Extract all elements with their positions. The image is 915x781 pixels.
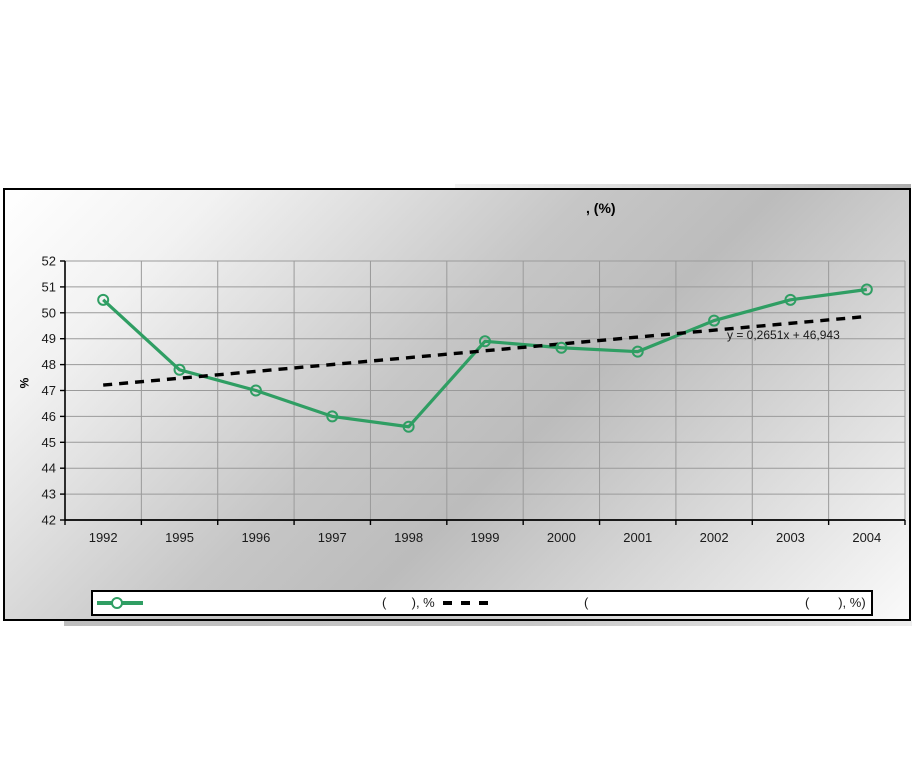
data-point-marker[interactable] <box>708 314 721 327</box>
x-axis-tick-label: 2000 <box>547 530 576 545</box>
legend-series-line-key <box>97 597 143 609</box>
x-axis-tick-label: 1995 <box>165 530 194 545</box>
legend: ( ), % ( ( ), %) <box>91 590 873 616</box>
data-point-marker[interactable] <box>249 384 262 397</box>
x-axis-tick-label: 1992 <box>89 530 118 545</box>
data-point-marker[interactable] <box>173 363 186 376</box>
series-line[interactable] <box>102 287 868 429</box>
data-point-marker[interactable] <box>631 345 644 358</box>
chart-gradient-bleed-bottom <box>64 621 912 626</box>
plot-area: 42 43 44 45 46 47 48 49 50 51 52 1992 1995 1996 1997 19… <box>42 254 906 545</box>
chart-gradient-bleed-top <box>455 184 911 188</box>
y-axis-title: % <box>17 377 32 389</box>
x-axis-tick-label: 1999 <box>471 530 500 545</box>
y-axis-tick-label: 47 <box>42 383 56 398</box>
legend-trendline-label-prefix: ( <box>584 595 589 610</box>
x-axis-tick-label: 1997 <box>318 530 347 545</box>
x-axis-tick-label: 2002 <box>700 530 729 545</box>
data-point-marker[interactable] <box>97 293 110 306</box>
legend-series-label: ( ), % <box>382 595 435 610</box>
y-axis-tick-label: 52 <box>42 254 56 269</box>
data-point-marker[interactable] <box>860 283 873 296</box>
data-point-marker[interactable] <box>479 335 491 348</box>
y-axis-tick-label: 48 <box>42 357 56 372</box>
data-point-marker[interactable] <box>784 293 797 306</box>
data-point-marker[interactable] <box>326 410 339 423</box>
x-axis-tick-label: 1998 <box>394 530 423 545</box>
x-axis-tick-label: 1996 <box>241 530 270 545</box>
legend-series-marker-icon <box>111 597 123 609</box>
x-axis-tick-label: 2004 <box>852 530 881 545</box>
x-axis-tick-label: 2001 <box>623 530 652 545</box>
y-axis-tick-label: 51 <box>42 279 56 294</box>
data-point-marker[interactable] <box>555 341 568 354</box>
y-axis-tick-label: 46 <box>42 409 56 424</box>
chart-title: , (%) <box>586 200 616 216</box>
legend-trendline-dash-key <box>443 601 489 605</box>
y-axis-tick-label: 42 <box>42 513 56 528</box>
y-axis-tick-label: 43 <box>42 487 56 502</box>
y-axis-tick-label: 50 <box>42 305 56 320</box>
y-axis-tick-label: 45 <box>42 435 56 450</box>
legend-trendline-label: ( ), %) <box>805 595 866 610</box>
trendline-equation-label: y = 0,2651x + 46,943 <box>727 328 840 342</box>
data-point-marker[interactable] <box>402 420 415 433</box>
y-axis-tick-label: 44 <box>42 461 56 476</box>
x-axis-tick-label: 2003 <box>776 530 805 545</box>
y-axis-tick-label: 49 <box>42 331 56 346</box>
chart-object[interactable]: 42 43 44 45 46 47 48 49 50 51 52 1992 1995 1996 1997 19… <box>3 188 911 621</box>
